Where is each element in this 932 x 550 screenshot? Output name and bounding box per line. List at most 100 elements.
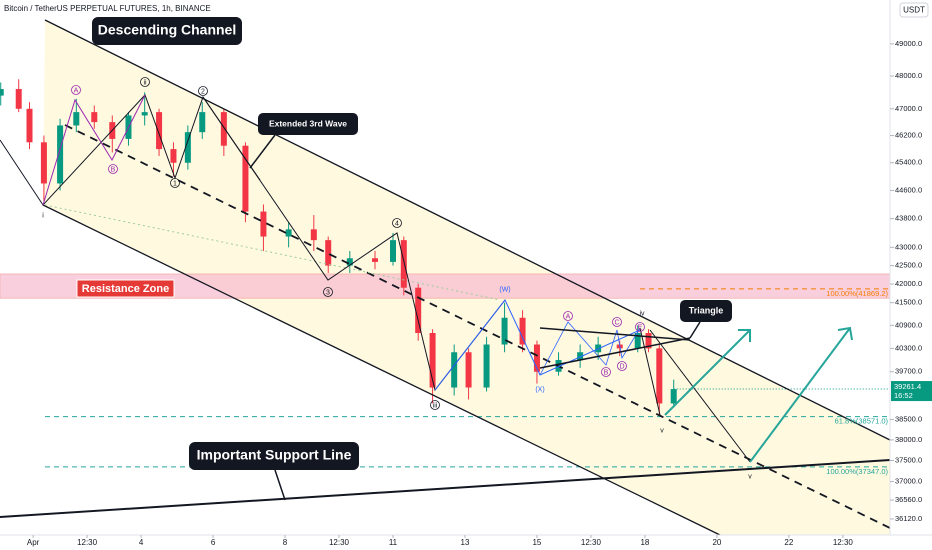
x-tick-label: 12:30 [77,538,98,547]
wave-label: (W) [499,286,510,293]
callout-box [92,17,242,45]
wave-label: iv [639,310,645,317]
candle-body [501,317,508,345]
wave-label-circle [563,311,573,321]
x-tick-label: 6 [211,538,216,547]
y-tick-label: 42000.0 [895,279,922,288]
y-tick-label: 45400.0 [895,158,922,167]
wave-label-circle [71,85,81,95]
candle-body [40,142,47,184]
y-tick-label: 41500.0 [895,298,922,307]
currency-box[interactable] [899,2,929,18]
x-tick-label: 13 [461,538,470,547]
fib-label: 100.00%(41869.2) [826,289,888,298]
wave-label: 3 [326,289,330,296]
candle-body [156,112,163,150]
x-tick-label: 4 [139,538,144,547]
wave-label-circle [612,317,622,327]
countdown: 16:52 [894,391,913,400]
y-tick-label: 37000.0 [895,476,922,485]
wave-label: B [111,166,116,173]
y-tick-label: 44600.0 [895,185,922,194]
channel-lower [42,204,721,536]
triangle-line [539,337,691,369]
candle-body [91,112,98,123]
candle-body [199,112,206,133]
wave-label-circle [198,86,208,96]
fib-label: 100.00%(37347.0) [826,467,888,476]
wave-label-circle [323,287,333,297]
wave-label-circle [635,322,645,332]
y-tick-label: 49000.0 [895,39,922,48]
candle-body [400,240,407,288]
last-price-label: 39261.4 [894,382,921,391]
candle-body [577,352,584,361]
candle-body [429,332,436,388]
wxy-lines [434,299,641,391]
wave-label: (X) [535,386,544,393]
x-tick-label: 15 [532,538,541,547]
wave-label: E [638,324,643,331]
candle-body [73,112,80,126]
candle-body [519,317,526,345]
chart-title: Bitcoin / TetherUS PERPETUAL FUTURES, 1h… [4,4,211,13]
candle-body [57,125,64,184]
candle-body [346,258,353,266]
x-tick-label: 20 [712,538,721,547]
y-tick-label: 38500.0 [895,415,922,424]
y-tick-label: 47000.0 [895,104,922,113]
y-tick-label: 37500.0 [895,456,922,465]
wave-label-circle [170,178,180,188]
candle-body [415,287,422,333]
x-tick-label: 12:30 [581,538,602,547]
triangle-line [539,327,691,341]
candle-body [389,240,396,262]
support-line [0,459,891,518]
candle-body [310,229,317,241]
candle-body [220,112,227,146]
y-tick-label: 46200.0 [895,131,922,140]
wave-label: v [748,473,752,480]
wave-label: 4 [395,220,399,227]
callout-text: Triangle [689,305,724,315]
resistance-label: Resistance Zone [82,283,169,295]
last-price-tag [891,381,932,402]
callout-box [258,113,358,135]
wave-label: 2 [201,88,205,95]
candle-body [260,211,267,237]
x-tick-label: 12:30 [329,538,350,547]
callout-text: Descending Channel [98,22,236,38]
wave-label-circle [392,218,402,228]
y-tick-label: 36560.0 [895,495,922,504]
wave-label: i [42,212,44,219]
candle-body [656,348,663,404]
candle-body [634,332,641,349]
projection-arrows [664,326,853,463]
y-tick-label: 40300.0 [895,343,922,352]
x-tick-label: 8 [283,538,288,547]
callout-box [680,300,732,322]
candle-body [483,344,490,388]
candle-body [15,89,22,109]
callout-box [189,442,359,470]
fib-label: 61.8%(38571.0) [835,417,889,426]
wave-label: 1 [173,180,177,187]
x-tick-label: 22 [784,538,793,547]
projection-line [649,329,751,463]
x-tick-label: Apr [27,538,40,547]
wave-label-circle [430,400,440,410]
wave-label-circle [140,77,150,87]
candle-body [285,229,292,237]
wave-label: A [566,313,571,320]
wave-lines [639,327,661,416]
candle-body [325,240,332,266]
wave-label: v [660,427,664,434]
candle-body [451,352,458,388]
wave-label-circle [617,361,627,371]
candle-body [141,112,148,116]
currency: USDT [903,6,925,15]
y-tick-label: 36120.0 [895,514,922,523]
y-tick-label: 38000.0 [895,435,922,444]
callout-pointer [274,469,286,501]
